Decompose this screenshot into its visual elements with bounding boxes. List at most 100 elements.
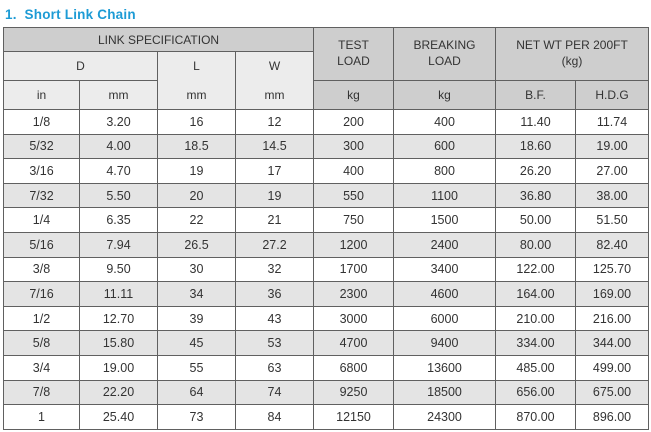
table-cell: 334.00 [495, 330, 577, 356]
table-cell: 5/8 [3, 330, 80, 356]
table-cell: 19.00 [79, 354, 158, 381]
table-cell: 84 [234, 404, 315, 430]
header-bf: B.F. [495, 80, 577, 110]
table-cell: 3/8 [3, 256, 80, 283]
header-kg-test: kg [313, 80, 395, 110]
table-cell: 11.74 [575, 109, 650, 135]
header-d: D [3, 51, 158, 81]
header-mm-w: mm [234, 80, 315, 110]
header-w: W [234, 51, 315, 81]
table-cell: 1700 [313, 256, 395, 283]
table-cell: 2400 [393, 231, 497, 258]
table-cell: 1500 [393, 207, 497, 233]
table-cell: 210.00 [495, 305, 577, 332]
table-cell: 1/2 [3, 305, 80, 332]
table-cell: 1100 [393, 182, 497, 209]
table-cell: 32 [234, 256, 315, 283]
table-cell: 1 [3, 404, 80, 430]
header-kg-breaking: kg [393, 80, 497, 110]
table-cell: 800 [393, 158, 497, 184]
table-cell: 25.40 [79, 404, 158, 430]
table-cell: 169.00 [575, 281, 650, 307]
table-cell: 27.2 [234, 231, 315, 258]
table-cell: 36.80 [495, 182, 577, 209]
table-cell: 22 [157, 207, 236, 233]
table-cell: 11.40 [495, 109, 577, 135]
table-cell: 7/16 [3, 281, 80, 307]
table-row: 1/2 12.70 39 43 3000 6000 210.00 216.00 [3, 305, 650, 332]
header-link-specification: LINK SPECIFICATION [2, 27, 315, 52]
table-cell: 43 [234, 305, 315, 332]
table-cell: 300 [313, 133, 395, 160]
header-l: L [157, 51, 236, 81]
table-cell: 12.70 [79, 305, 158, 332]
table-cell: 15.80 [79, 330, 158, 356]
spec-table: LINK SPECIFICATION TEST LOAD BREAKING LO… [2, 27, 650, 430]
table-cell: 9.50 [79, 256, 158, 283]
table-cell: 45 [157, 330, 236, 356]
table-cell: 26.20 [495, 158, 577, 184]
table-cell: 499.00 [575, 354, 650, 381]
table-cell: 122.00 [495, 256, 577, 283]
table-cell: 750 [313, 207, 395, 233]
table-cell: 2300 [313, 281, 395, 307]
table-cell: 17 [234, 158, 315, 184]
table-cell: 63 [234, 354, 315, 381]
table-header: LINK SPECIFICATION TEST LOAD BREAKING LO… [2, 27, 650, 110]
table-cell: 19 [234, 182, 315, 209]
table-cell: 14.5 [234, 133, 315, 160]
table-cell: 675.00 [575, 379, 650, 406]
header-hdg: H.D.G [575, 80, 650, 110]
table-cell: 64 [157, 379, 236, 406]
table-cell: 5.50 [79, 182, 158, 209]
table-cell: 600 [393, 133, 497, 160]
table-cell: 3/16 [3, 158, 80, 184]
table-cell: 1/8 [3, 109, 80, 135]
table-cell: 16 [157, 109, 236, 135]
table-cell: 550 [313, 182, 395, 209]
table-cell: 870.00 [495, 404, 577, 430]
table-cell: 20 [157, 182, 236, 209]
table-cell: 656.00 [495, 379, 577, 406]
header-test-load: TEST LOAD [313, 27, 395, 81]
table-cell: 4.00 [79, 133, 158, 160]
table-cell: 4700 [313, 330, 395, 356]
table-row: 7/8 22.20 64 74 9250 18500 656.00 675.00 [3, 379, 650, 406]
page-title: 1. Short Link Chain [5, 7, 136, 22]
table-cell: 400 [313, 158, 395, 184]
table-cell: 55 [157, 354, 236, 381]
table-cell: 73 [157, 404, 236, 430]
table-cell: 50.00 [495, 207, 577, 233]
table-cell: 74 [234, 379, 315, 406]
header-breaking-load: BREAKING LOAD [393, 27, 497, 81]
table-cell: 7/32 [3, 182, 80, 209]
table-row: 1 25.40 73 84 12150 24300 870.00 896.00 [3, 404, 650, 430]
table-cell: 1/4 [3, 207, 80, 233]
table-cell: 18.5 [157, 133, 236, 160]
table-cell: 18500 [393, 379, 497, 406]
table-cell: 1200 [313, 231, 395, 258]
table-cell: 344.00 [575, 330, 650, 356]
table-cell: 9250 [313, 379, 395, 406]
table-cell: 12 [234, 109, 315, 135]
table-cell: 3.20 [79, 109, 158, 135]
table-cell: 11.11 [79, 281, 158, 307]
table-cell: 7.94 [79, 231, 158, 258]
table-row: 5/32 4.00 18.5 14.5 300 600 18.60 19.00 [3, 133, 650, 160]
table-cell: 34 [157, 281, 236, 307]
header-mm-d: mm [79, 80, 158, 110]
table-row: 7/32 5.50 20 19 550 1100 36.80 38.00 [3, 182, 650, 209]
table-cell: 6800 [313, 354, 395, 381]
table-cell: 3400 [393, 256, 497, 283]
table-cell: 21 [234, 207, 315, 233]
table-cell: 39 [157, 305, 236, 332]
table-cell: 9400 [393, 330, 497, 356]
table-cell: 13600 [393, 354, 497, 381]
table-cell: 36 [234, 281, 315, 307]
table-row: 3/4 19.00 55 63 6800 13600 485.00 499.00 [3, 354, 650, 381]
table-cell: 3/4 [3, 354, 80, 381]
table-cell: 200 [313, 109, 395, 135]
table-cell: 6000 [393, 305, 497, 332]
table-cell: 82.40 [575, 231, 650, 258]
table-cell: 4.70 [79, 158, 158, 184]
